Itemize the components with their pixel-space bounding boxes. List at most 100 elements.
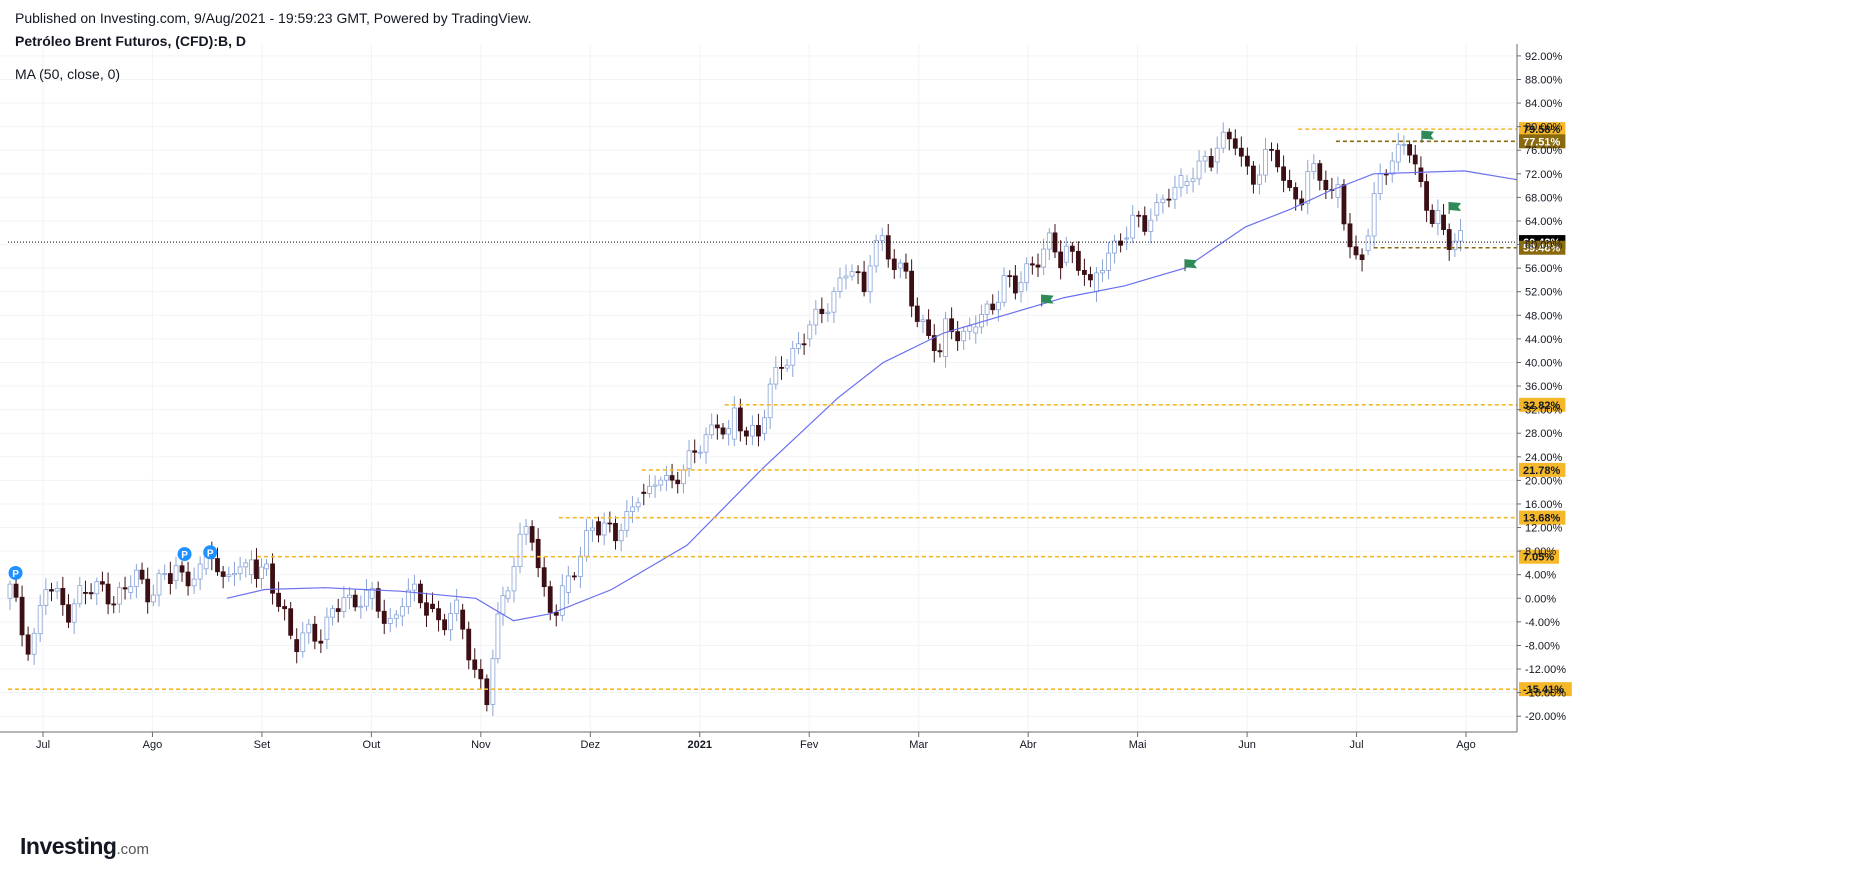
pivot-marker-circle[interactable] [8,565,23,580]
y-tick-label: 60.00% [1525,240,1563,252]
y-tick-label: 28.00% [1525,428,1563,440]
candle-body [873,240,879,267]
candle-body [381,610,387,624]
candle-body [553,611,559,616]
candle-body [145,578,151,603]
y-tick-label: -20.00% [1525,711,1566,723]
candle-body [358,605,364,608]
candle-body [1359,254,1365,261]
candle-body [511,566,517,592]
candle-body [1100,270,1105,274]
candle-body [1024,263,1030,284]
level-price-label: 21.78% [1523,465,1561,477]
pivot-marker-circle[interactable] [177,547,192,562]
x-axis[interactable]: Jul Ago Set Out Nov Dez 2021 Fev Mar Abr Mai Jun Jul… [0,731,1517,751]
study-legend[interactable]: MA (50, close, 0) [15,66,121,82]
candle-body [541,567,547,588]
candle-body [647,485,652,494]
candle-body [731,407,737,440]
level-price-label: -15.41% [1523,684,1564,696]
candle-body [1389,160,1395,175]
candle-body [430,603,435,610]
y-tick-label: 72.00% [1525,169,1563,181]
pivot-marker-circle[interactable] [203,545,218,560]
candle-body [903,262,909,272]
candle-body [324,616,330,640]
candle-body [1257,174,1262,185]
candle-body [139,569,145,580]
candle-body [1075,250,1081,271]
chart-markers: P P P [8,130,1462,580]
candle-body [312,623,318,642]
candle-body [156,573,162,596]
level-label-bg [1519,240,1566,255]
flag-icon[interactable] [1185,259,1198,269]
candle-body [133,569,139,587]
candle-body [973,326,979,334]
candle-body [1287,180,1293,188]
x-tick-label: Ago [143,739,163,751]
flag-icon[interactable] [1449,202,1462,212]
candle-body [1371,193,1377,237]
candle-body [167,573,173,584]
logo-suffix: .com [116,841,149,858]
level-price-label: 79.58% [1523,124,1561,136]
candle-body [1094,272,1099,293]
candle-body [861,271,867,293]
candle-body [984,303,990,315]
horizontal-levels: 79.58%77.51%60.42%59.46%32.82%21.78%13.6… [8,122,1572,697]
candle-body [1220,131,1226,149]
candle-body [25,634,31,655]
candle-body [1012,275,1018,294]
candle-body [495,613,501,660]
candle-body [703,434,709,453]
candle-body [375,588,381,612]
level-label-bg [1519,122,1566,137]
candle-body [1435,210,1441,224]
candle-series [7,122,1463,716]
candle-body [1118,240,1124,246]
candle-body [1148,219,1154,232]
candle-body [1232,138,1238,149]
candle-body [1418,167,1424,182]
investing-logo[interactable]: Investing.com [20,833,149,860]
flag-icon[interactable] [1041,294,1054,304]
candle-body [111,603,117,606]
candle-body [306,623,312,634]
candle-body [1446,229,1452,250]
candle-body [931,335,937,352]
y-axis[interactable]: 92.00% 88.00% 84.00% 80.00% 76.00% 72.00% 68.0… [1516,44,1566,732]
candle-body [979,313,984,328]
candle-body [412,583,417,591]
candle-body [529,526,535,543]
x-tick-label: Jun [1238,739,1256,751]
candle-body [71,603,77,623]
candle-body [914,305,920,322]
candle-body [1305,171,1311,204]
candle-body [1395,144,1401,163]
candle-body [220,571,226,577]
candle-body [1178,175,1184,188]
candle-body [961,330,967,342]
candle-body [1124,237,1130,240]
y-tick-label: 36.00% [1525,381,1563,393]
x-tick-label: Fev [800,739,819,751]
y-tick-label: 32.00% [1525,405,1563,417]
x-tick-label: Mai [1129,739,1147,751]
candle-body [584,530,589,557]
candle-body [1269,148,1274,151]
flag-icon[interactable] [1421,130,1434,140]
candle-body [855,271,861,274]
candle-body [31,632,37,655]
candle-body [607,522,613,525]
candle-body [559,585,565,616]
candle-body [767,383,773,419]
candle-body [191,578,197,587]
candle-body [1130,214,1136,239]
level-price-label: 77.51% [1523,136,1561,148]
candle-body [1317,163,1323,181]
pivot-marker-label: P [207,548,214,559]
y-tick-label: 56.00% [1525,263,1563,275]
candle-body [837,277,843,293]
